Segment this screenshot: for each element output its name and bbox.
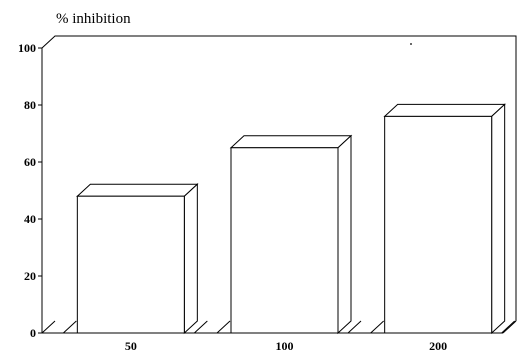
- bar: [229, 134, 353, 335]
- floor-slash: [216, 320, 231, 334]
- bar: [383, 103, 506, 335]
- bars: [76, 103, 506, 335]
- speck-dot: [410, 43, 412, 45]
- y-tick-label: 20: [24, 269, 36, 283]
- bar-front: [384, 115, 493, 334]
- bar-side: [491, 103, 506, 335]
- floor-slash: [501, 320, 516, 334]
- floor-slash: [370, 320, 385, 334]
- x-tick-label: 50: [125, 339, 137, 353]
- bar-front: [76, 195, 185, 334]
- bar-top: [229, 135, 353, 149]
- x-tick-label: 100: [276, 339, 294, 353]
- y-tick-label: 40: [24, 212, 36, 226]
- left-depth: [41, 320, 56, 334]
- chart-title: % inhibition: [56, 11, 131, 27]
- baseline-depth: [502, 320, 517, 334]
- floor-slash: [62, 320, 77, 334]
- x-tick-label: 200: [429, 339, 447, 353]
- y-tick-label: 60: [24, 155, 36, 169]
- bar-top: [76, 183, 199, 197]
- bar-side: [183, 183, 198, 335]
- bar-top: [383, 103, 506, 117]
- bar-front: [230, 147, 339, 334]
- floor-slash: [347, 320, 362, 334]
- plot-floor: [62, 320, 516, 334]
- x-axis: 50 100 200: [125, 339, 447, 353]
- frame-outline: [41, 35, 517, 333]
- y-tick-label: 0: [30, 326, 36, 340]
- y-tick-label: 80: [24, 98, 36, 112]
- bar: [76, 183, 199, 335]
- y-axis: 0 20 40 60 80 100: [18, 41, 42, 340]
- y-tick-label: 100: [18, 41, 36, 55]
- floor-slash: [193, 320, 208, 334]
- bar-side: [337, 134, 352, 335]
